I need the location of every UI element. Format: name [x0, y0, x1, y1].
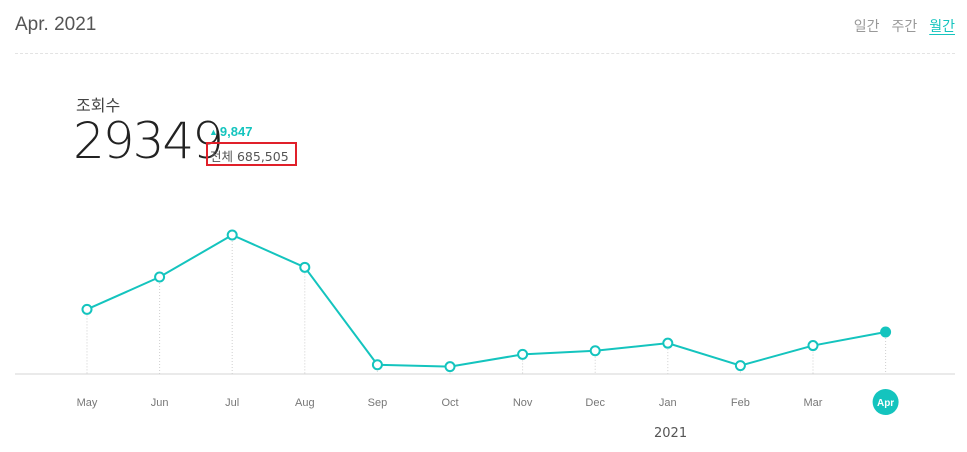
- data-point[interactable]: [299, 261, 311, 273]
- x-tick-label[interactable]: Nov: [513, 397, 533, 409]
- views-total: 전체 685,505: [206, 142, 297, 166]
- tab-weekly[interactable]: 주간: [891, 19, 918, 35]
- x-tick-label[interactable]: Jun: [151, 397, 169, 409]
- x-tick-label[interactable]: Apr: [877, 398, 894, 409]
- x-tick-label[interactable]: Oct: [441, 397, 458, 409]
- x-tick-label[interactable]: Jul: [225, 397, 239, 409]
- data-point[interactable]: [589, 345, 601, 357]
- data-point[interactable]: [444, 361, 456, 373]
- x-tick-label[interactable]: Jan: [659, 397, 677, 409]
- data-point[interactable]: [154, 271, 166, 283]
- views-line-chart: May Jun Jul Aug Sep Oct Nov Dec Jan Feb Mar Apr: [15, 229, 955, 415]
- data-point[interactable]: [371, 359, 383, 371]
- x-tick-label[interactable]: Sep: [368, 397, 388, 409]
- period-title: Apr. 2021: [15, 14, 97, 35]
- chart-header: Apr. 2021 일간 주간 월간: [0, 0, 967, 54]
- views-label: 조회수: [76, 96, 121, 115]
- x-tick-label[interactable]: Dec: [585, 397, 605, 409]
- year-label: 2021: [654, 426, 688, 441]
- series-line: [86, 233, 886, 368]
- selected-month-marker[interactable]: [872, 389, 899, 415]
- x-tick-label[interactable]: Feb: [731, 397, 750, 409]
- views-delta-value: 9,847: [219, 124, 253, 139]
- header-divider: [15, 53, 955, 54]
- views-count: 29349: [73, 112, 224, 170]
- x-tick-label[interactable]: Mar: [804, 397, 823, 409]
- x-tick-label[interactable]: Aug: [295, 397, 315, 409]
- data-point[interactable]: [517, 348, 529, 360]
- views-delta: ▲ 9,847: [209, 124, 252, 139]
- up-triangle-icon: ▲: [209, 127, 218, 137]
- tab-monthly[interactable]: 월간: [929, 19, 955, 35]
- range-tabs: 일간 주간 월간: [854, 16, 955, 36]
- x-tick-label[interactable]: May: [77, 397, 98, 409]
- tab-daily[interactable]: 일간: [853, 19, 880, 35]
- data-point[interactable]: [807, 340, 819, 352]
- data-point[interactable]: [662, 337, 674, 349]
- data-point[interactable]: [226, 229, 238, 241]
- data-point[interactable]: [734, 360, 746, 372]
- data-point[interactable]: [880, 326, 892, 338]
- data-point[interactable]: [81, 303, 93, 315]
